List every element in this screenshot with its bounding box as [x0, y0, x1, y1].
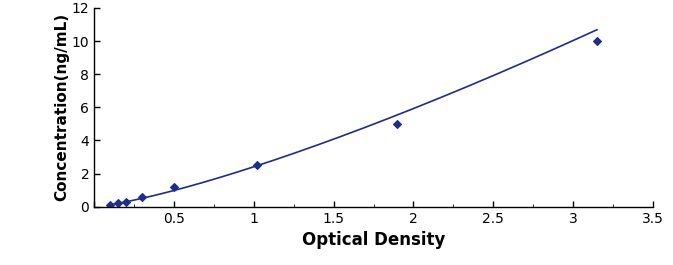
Y-axis label: Concentration(ng/mL): Concentration(ng/mL) — [54, 13, 69, 201]
X-axis label: Optical Density: Optical Density — [302, 231, 446, 249]
